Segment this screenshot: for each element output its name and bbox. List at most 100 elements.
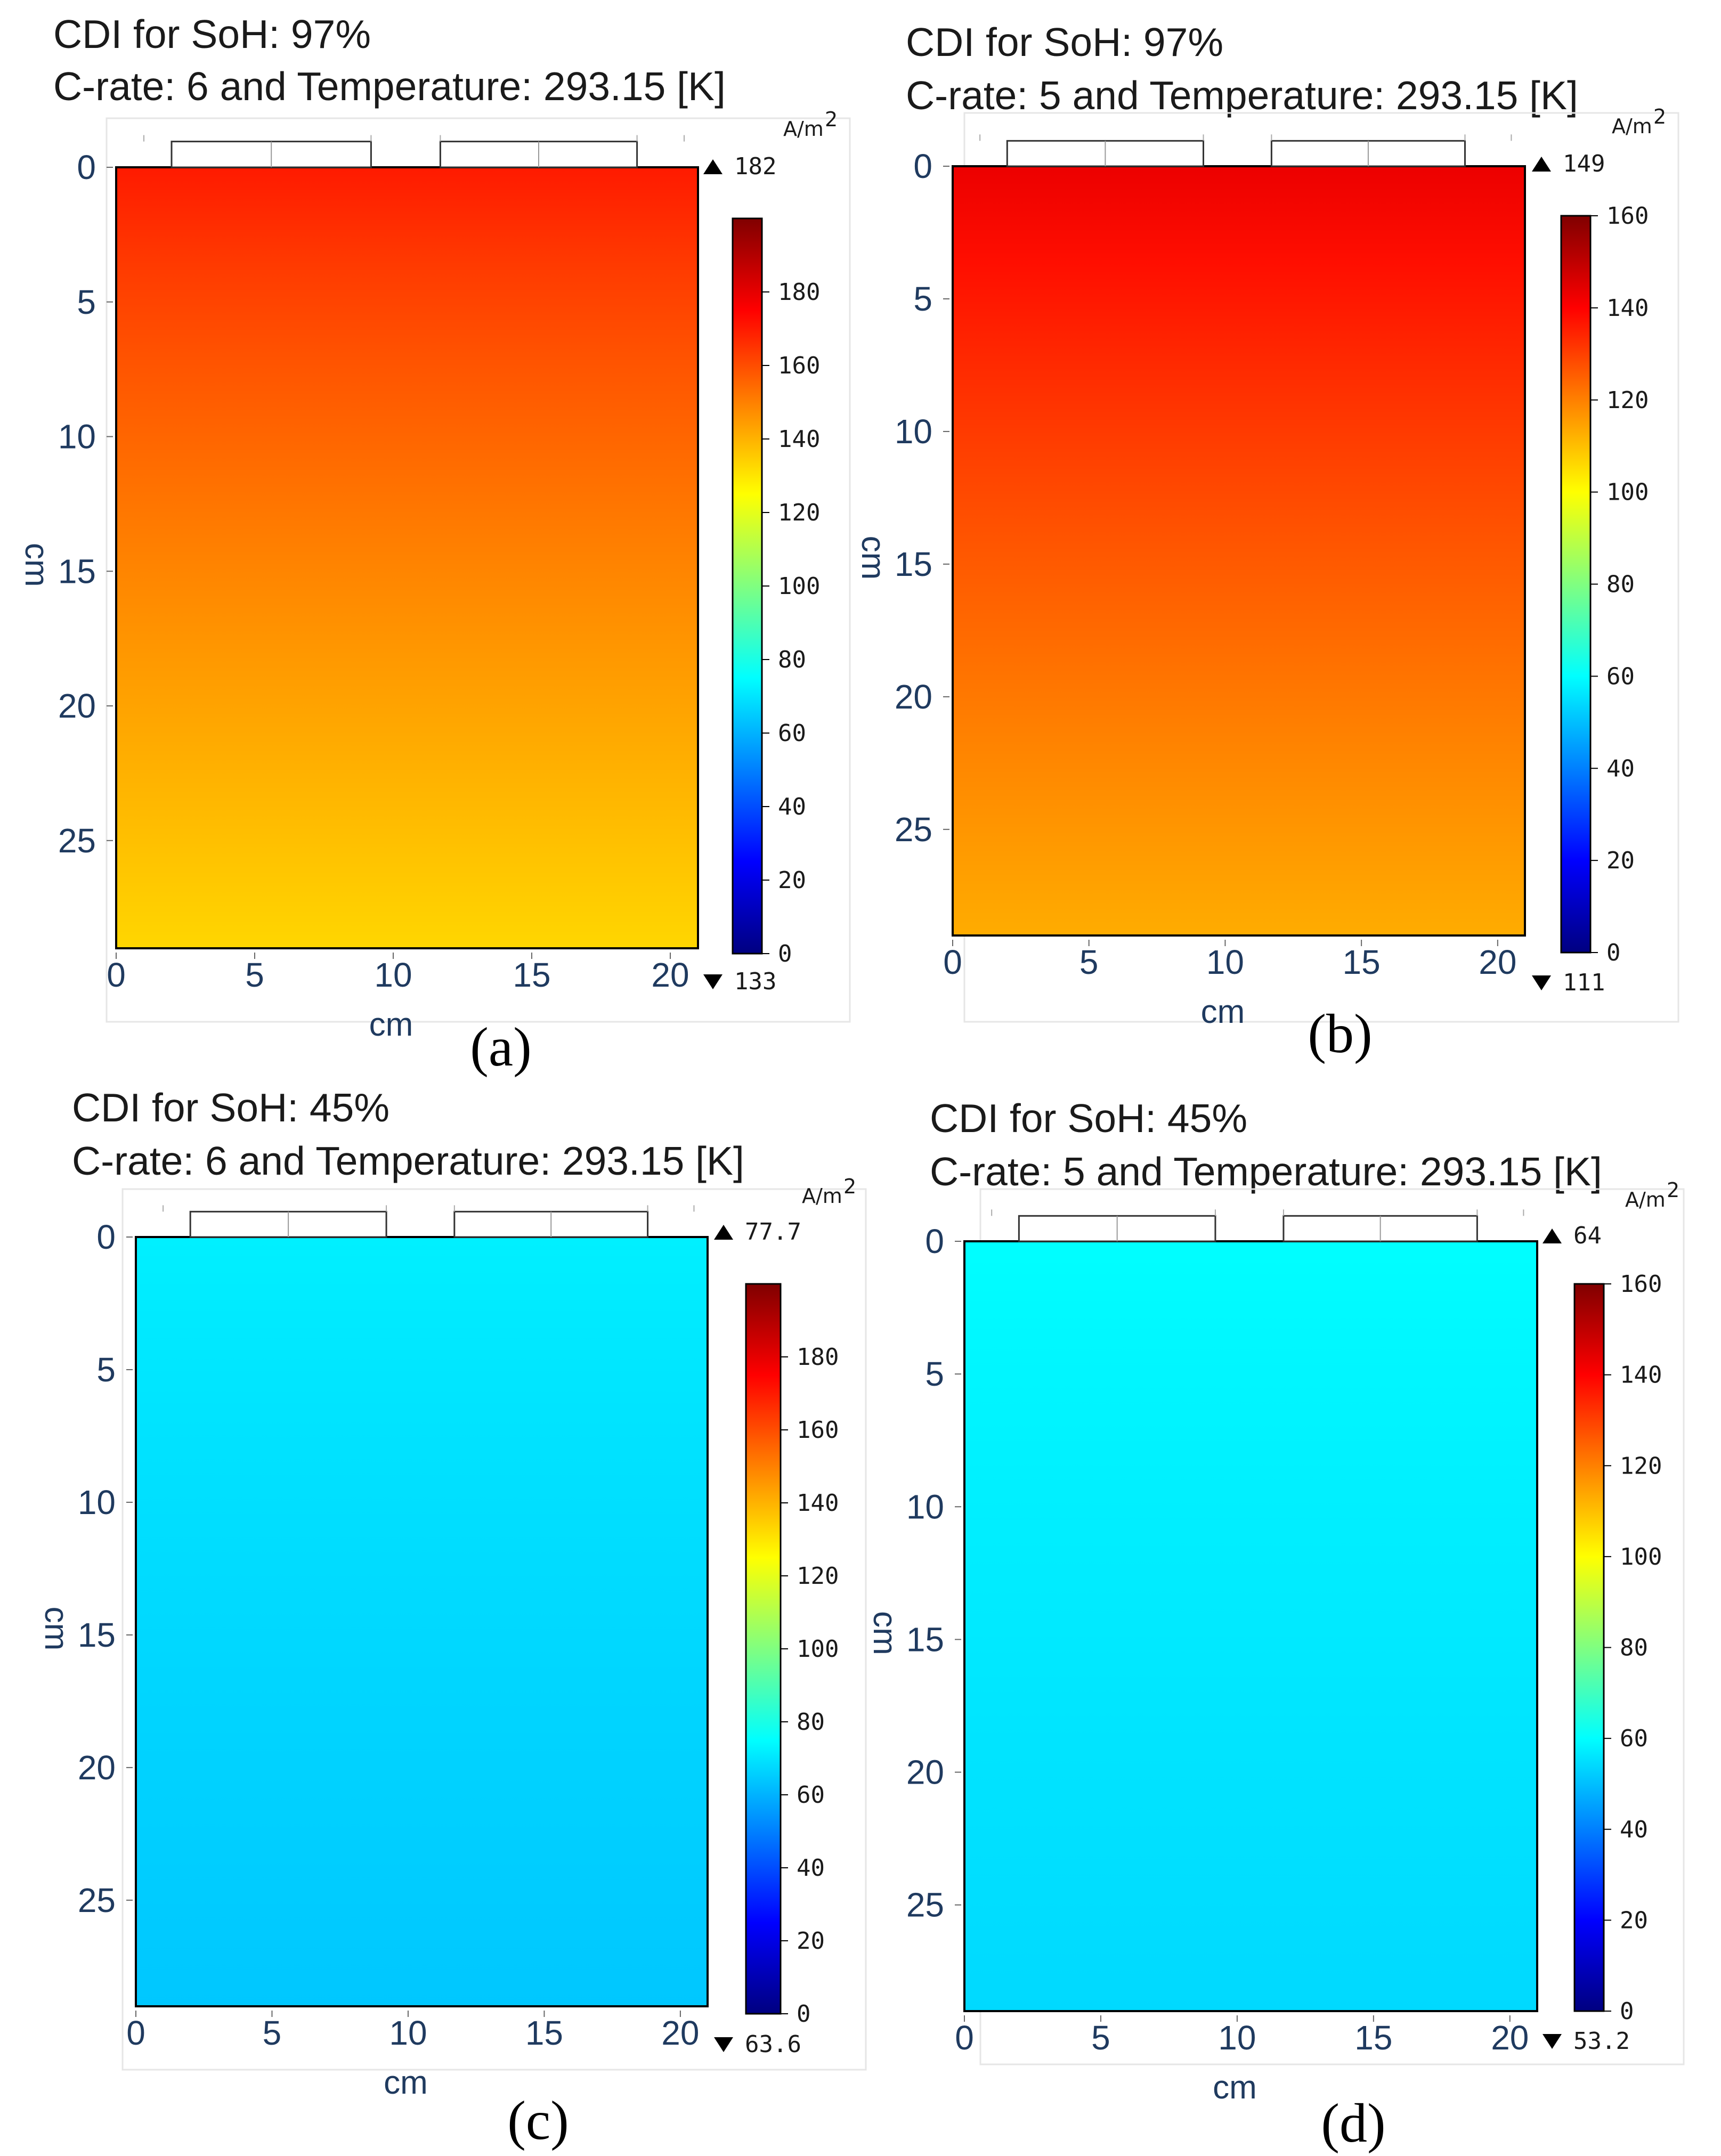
panel-label: (d) [1321, 2093, 1385, 2154]
colorbar-tick-label: 100 [778, 573, 820, 600]
colorbar-unit-exponent: 2 [843, 1175, 856, 1198]
domain-border [963, 1240, 1538, 2012]
panel-label: (a) [470, 1016, 531, 1078]
axes-frame [105, 117, 851, 1023]
chart-title-line2: C-rate: 6 and Temperature: 293.15 [K] [53, 64, 726, 109]
colorbar-tick-label: 140 [797, 1490, 839, 1517]
colorbar-tick-label: 0 [1606, 939, 1621, 966]
domain-border [952, 165, 1526, 937]
heatmap-field [964, 1241, 1537, 2011]
hotspot [1138, 1241, 1391, 1334]
y-tick-label: 5 [925, 1355, 944, 1393]
y-tick-label: 5 [913, 280, 932, 318]
colorbar-tick-label: 100 [1606, 479, 1649, 506]
heatmap-field [116, 167, 698, 948]
colorbar-tick-label: 160 [778, 352, 820, 379]
colorbar-tick-label: 80 [1620, 1634, 1648, 1662]
max-value-label: 182 [734, 153, 776, 180]
y-tick-label: 20 [906, 1753, 944, 1792]
panel-label: (c) [507, 2090, 569, 2151]
colorbar-unit-exponent: 2 [825, 108, 838, 131]
chart-title-line2: C-rate: 5 and Temperature: 293.15 [K] [930, 1149, 1602, 1194]
colorbar-unit: A/m [802, 1184, 842, 1208]
chart-title-line2: C-rate: 6 and Temperature: 293.15 [K] [72, 1138, 744, 1183]
x-tick-label: 20 [1491, 2019, 1529, 2057]
max-value-label: 149 [1563, 150, 1605, 177]
colorbar-tick-label: 180 [797, 1344, 839, 1371]
colorbar-tick-label: 180 [778, 279, 820, 306]
min-marker-icon [703, 974, 723, 989]
chart-title-line1: CDI for SoH: 45% [72, 1085, 389, 1130]
panel-c: CDI for SoH: 45% C-rate: 6 and Temperatur… [38, 1085, 867, 2151]
chart-title-line2: C-rate: 5 and Temperature: 293.15 [K] [906, 73, 1578, 118]
max-marker-icon [703, 159, 723, 174]
max-marker-icon [1532, 157, 1551, 172]
y-tick-label: 5 [96, 1350, 116, 1389]
x-tick-label: 20 [661, 2014, 699, 2052]
y-tick-label: 20 [78, 1748, 116, 1787]
colorbar-tick-label: 120 [778, 499, 820, 526]
colorbar-tick-label: 60 [797, 1781, 825, 1809]
min-value-label: 133 [734, 968, 776, 995]
colorbar-tick-label: 80 [797, 1708, 825, 1736]
colorbar-unit: A/m [1625, 1188, 1666, 1211]
colorbar-tick-label: 20 [1620, 1907, 1648, 1934]
colorbar-tick-label: 40 [1620, 1816, 1648, 1843]
domain-border [115, 166, 699, 949]
x-tick-label: 10 [389, 2014, 427, 2052]
chart-title-line1: CDI for SoH: 97% [53, 12, 371, 56]
y-tick-label: 25 [895, 810, 932, 849]
x-axis-label: cm [1213, 2069, 1257, 2106]
max-marker-icon [714, 1225, 733, 1240]
colorbar-tick-label: 20 [778, 867, 806, 894]
colorbar-tick-label: 40 [778, 793, 806, 820]
x-tick-label: 0 [107, 956, 126, 994]
x-tick-label: 15 [1354, 2019, 1392, 2057]
colorbar-unit-exponent: 2 [1653, 105, 1666, 128]
panel-label: (b) [1308, 1003, 1372, 1064]
panel-d: CDI for SoH: 45% C-rate: 5 and Temperatur… [866, 1096, 1685, 2154]
y-tick-label: 10 [906, 1487, 944, 1526]
y-tick-label: 20 [895, 678, 932, 716]
colorbar-tick-label: 0 [778, 940, 792, 967]
y-tick-label: 5 [77, 283, 96, 321]
colorbar-unit-exponent: 2 [1667, 1178, 1679, 1202]
y-tick-label: 0 [77, 148, 96, 186]
colorbar-tick-label: 140 [1620, 1362, 1662, 1389]
colorbar-tick-label: 120 [797, 1563, 839, 1590]
x-tick-label: 5 [263, 2014, 282, 2052]
y-axis-label: cm [855, 536, 891, 580]
min-value-label: 53.2 [1573, 2028, 1630, 2055]
colorbar [1560, 215, 1592, 954]
min-value-label: 63.6 [745, 2031, 801, 2058]
max-marker-icon [1543, 1228, 1562, 1243]
colorbar-tick-label: 0 [1620, 1998, 1634, 2025]
y-tick-label: 15 [895, 545, 932, 583]
colorbar-tick-label: 160 [797, 1417, 839, 1444]
y-tick-label: 25 [906, 1886, 944, 1924]
x-tick-label: 15 [525, 2014, 563, 2052]
x-tick-label: 10 [374, 956, 412, 994]
min-marker-icon [1543, 2034, 1562, 2049]
y-tick-label: 0 [925, 1222, 944, 1260]
chart-title-line1: CDI for SoH: 45% [930, 1096, 1247, 1141]
min-marker-icon [1532, 975, 1551, 990]
colorbar-tick-label: 120 [1620, 1452, 1662, 1479]
y-tick-label: 15 [58, 552, 96, 590]
x-tick-label: 5 [1091, 2019, 1110, 2057]
colorbar-tick-label: 60 [1606, 663, 1635, 690]
colorbar-tick-label: 20 [1606, 847, 1635, 874]
y-tick-label: 15 [906, 1620, 944, 1658]
colorbar-tick-label: 120 [1606, 387, 1649, 414]
colorbar [1573, 1283, 1605, 2012]
x-tick-label: 5 [245, 956, 264, 994]
x-tick-label: 0 [126, 2014, 145, 2052]
x-tick-label: 20 [651, 956, 689, 994]
colorbar-unit: A/m [783, 117, 824, 141]
heatmap-field [136, 1237, 708, 2006]
colorbar [732, 217, 763, 955]
y-axis-label: cm [38, 1607, 75, 1651]
min-value-label: 111 [1563, 969, 1605, 996]
y-axis-label: cm [18, 543, 55, 587]
